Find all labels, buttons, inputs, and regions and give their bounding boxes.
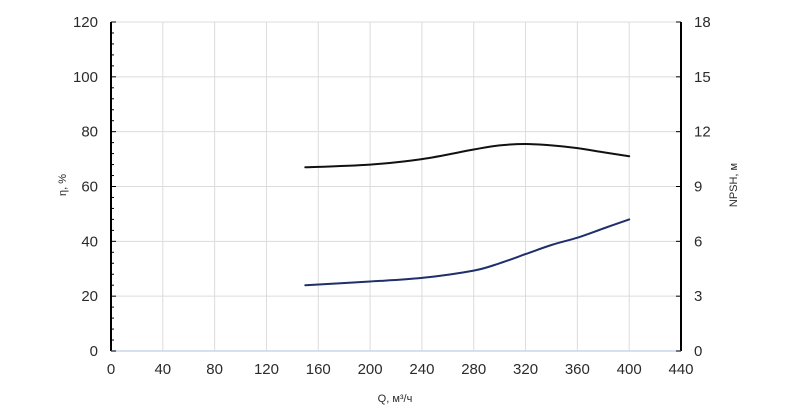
y-left-tick-label: 100 — [73, 69, 98, 86]
x-tick-label: 120 — [254, 361, 279, 378]
x-tick-label: 80 — [206, 361, 223, 378]
y-right-tick-label: 3 — [694, 288, 702, 305]
y-left-tick-label: 120 — [73, 14, 98, 31]
y-left-tick-label: 40 — [81, 233, 98, 250]
x-tick-label: 400 — [617, 361, 642, 378]
x-tick-label: 160 — [306, 361, 331, 378]
right-axis-title: NPSH, м — [728, 163, 740, 207]
y-right-tick-label: 0 — [694, 343, 702, 360]
x-tick-label: 280 — [461, 361, 486, 378]
x-tick-label: 320 — [513, 361, 538, 378]
y-left-tick-label: 20 — [81, 288, 98, 305]
x-tick-label: 240 — [409, 361, 434, 378]
x-tick-label: 0 — [107, 361, 115, 378]
y-right-tick-label: 18 — [694, 14, 711, 31]
efficiency-curve — [304, 143, 631, 169]
y-left-tick-label: 0 — [90, 343, 98, 360]
x-tick-label: 40 — [154, 361, 171, 378]
series-group — [304, 143, 631, 287]
x-tick-label: 440 — [668, 361, 693, 378]
y-right-tick-label: 6 — [694, 233, 702, 250]
grid — [110, 21, 682, 352]
tick-labels: 0 40 80 120 160 200 240 280 320 360 400 44002040608… — [73, 14, 711, 378]
left-axis-title: η, % — [57, 174, 69, 196]
y-left-tick-label: 60 — [81, 179, 98, 196]
y-left-tick-label: 80 — [81, 124, 98, 141]
npsh-curve — [304, 218, 631, 287]
x-axis-title: Q, м³/ч — [378, 393, 413, 405]
y-right-tick-label: 12 — [694, 124, 711, 141]
axes — [110, 21, 682, 352]
x-tick-label: 360 — [565, 361, 590, 378]
y-right-tick-label: 9 — [694, 179, 702, 196]
y-right-tick-label: 15 — [694, 69, 711, 86]
x-tick-label: 200 — [358, 361, 383, 378]
